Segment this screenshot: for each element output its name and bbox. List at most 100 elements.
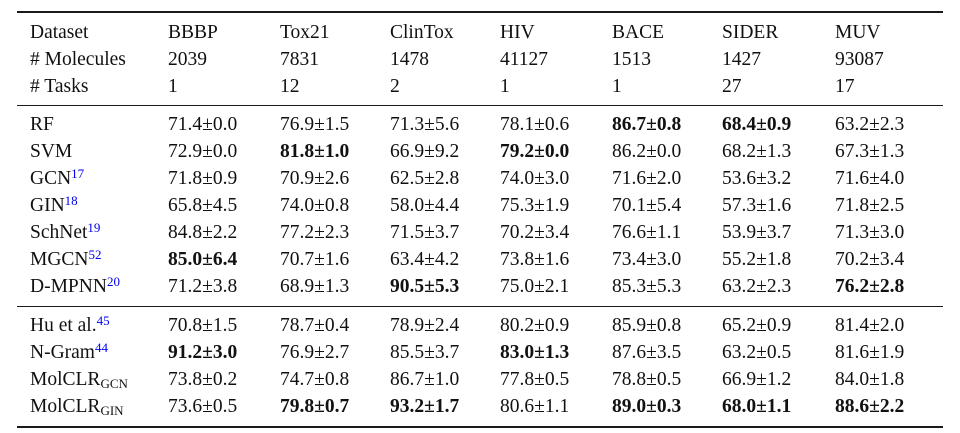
score-cell: 91.2±3.0: [168, 342, 238, 363]
score-cell: 71.4±0.0: [168, 114, 238, 135]
reference-superscript: 19: [87, 220, 101, 236]
score-cell: 71.6±4.0: [835, 168, 905, 189]
score-cell: 65.8±4.5: [168, 195, 238, 216]
score-cell: 78.1±0.6: [500, 114, 570, 135]
reference-superscript: 44: [94, 340, 108, 356]
score-cell: 80.2±0.9: [500, 315, 570, 336]
score-cell: 80.6±1.1: [500, 396, 570, 417]
score-cell: 71.2±3.8: [168, 276, 238, 297]
reference-superscript: 20: [106, 274, 120, 290]
score-cell: 86.7±0.8: [612, 114, 682, 135]
score-cell: 55.2±1.8: [722, 249, 792, 270]
score-cell: 63.4±4.2: [390, 249, 460, 270]
score-cell: 86.7±1.0: [390, 369, 460, 390]
score-cell: 70.1±5.4: [612, 195, 682, 216]
dataset-name: SIDER: [722, 22, 779, 43]
score-cell: 78.9±2.4: [390, 315, 460, 336]
score-cell: 68.0±1.1: [722, 396, 792, 417]
table-row: SVM 72.9±0.0 81.8±1.0 66.9±9.2 79.2±0.0 86.2±…: [17, 138, 943, 165]
score-cell: 78.7±0.4: [280, 315, 350, 336]
dataset-name: Tox21: [280, 22, 330, 43]
task-count: 1: [168, 76, 178, 97]
molecule-count: 93087: [835, 49, 884, 70]
score-cell: 70.2±3.4: [835, 249, 905, 270]
score-cell: 93.2±1.7: [390, 396, 460, 417]
score-cell: 66.9±9.2: [390, 141, 460, 162]
molecule-count: 41127: [500, 49, 549, 70]
score-cell: 83.0±1.3: [500, 342, 570, 363]
variant-subscript: GCN: [100, 376, 128, 392]
score-cell: 89.0±0.3: [612, 396, 682, 417]
task-count: 1: [612, 76, 622, 97]
reference-superscript: 17: [71, 166, 85, 182]
task-count: 12: [280, 76, 300, 97]
score-cell: 65.2±0.9: [722, 315, 792, 336]
score-cell: 53.6±3.2: [722, 168, 792, 189]
score-cell: 79.8±0.7: [280, 396, 350, 417]
score-cell: 81.4±2.0: [835, 315, 905, 336]
score-cell: 86.2±0.0: [612, 141, 682, 162]
score-cell: 90.5±5.3: [390, 276, 460, 297]
score-cell: 68.9±1.3: [280, 276, 350, 297]
score-cell: 68.2±1.3: [722, 141, 792, 162]
model-name: D-MPNN20: [30, 274, 120, 297]
score-cell: 53.9±3.7: [722, 222, 792, 243]
table-row: MGCN52 85.0±6.4 70.7±1.6 63.4±4.2 73.8±1.6 73…: [17, 246, 943, 273]
score-cell: 67.3±1.3: [835, 141, 905, 162]
task-count: 17: [835, 76, 855, 97]
table-row: MolCLRGIN 73.6±0.5 79.8±0.7 93.2±1.7 80.6±1.…: [17, 393, 943, 427]
score-cell: 73.4±3.0: [612, 249, 682, 270]
model-name: MolCLRGIN: [30, 396, 124, 419]
score-cell: 81.6±1.9: [835, 342, 905, 363]
reference-superscript: 18: [64, 193, 78, 209]
score-cell: 74.0±3.0: [500, 168, 570, 189]
score-cell: 71.8±0.9: [168, 168, 238, 189]
table-row: RF 71.4±0.0 76.9±1.5 71.3±5.6 78.1±0.6 86.7±0…: [17, 106, 943, 139]
dataset-name: BACE: [612, 22, 665, 43]
score-cell: 85.9±0.8: [612, 315, 682, 336]
score-cell: 63.2±2.3: [722, 276, 792, 297]
score-cell: 72.9±0.0: [168, 141, 238, 162]
molecule-count: 7831: [280, 49, 319, 70]
table-row: Hu et al.45 70.8±1.5 78.7±0.4 78.9±2.4 80.2±…: [17, 307, 943, 340]
score-cell: 70.9±2.6: [280, 168, 350, 189]
task-count: 1: [500, 76, 510, 97]
score-cell: 62.5±2.8: [390, 168, 460, 189]
score-cell: 70.2±3.4: [500, 222, 570, 243]
molecules-label: # Molecules: [30, 49, 126, 70]
score-cell: 88.6±2.2: [835, 396, 905, 417]
molecule-count: 1427: [722, 49, 761, 70]
score-cell: 85.0±6.4: [168, 249, 238, 270]
score-cell: 70.8±1.5: [168, 315, 238, 336]
table-header: Dataset BBBP Tox21 ClinTox HIV BACE SIDER MUV …: [17, 12, 943, 106]
self-supervised-models-group: Hu et al.45 70.8±1.5 78.7±0.4 78.9±2.4 80.2±…: [17, 306, 943, 428]
model-name: N-Gram44: [30, 340, 108, 363]
score-cell: 68.4±0.9: [722, 114, 792, 135]
score-cell: 70.7±1.6: [280, 249, 350, 270]
score-cell: 73.6±0.5: [168, 396, 238, 417]
tasks-label: # Tasks: [30, 76, 89, 97]
reference-superscript: 52: [88, 247, 102, 263]
model-name: GIN18: [30, 193, 78, 216]
header-row-datasets: Dataset BBBP Tox21 ClinTox HIV BACE SIDER MUV: [17, 12, 943, 46]
score-cell: 74.7±0.8: [280, 369, 350, 390]
model-name: MolCLRGCN: [30, 369, 128, 392]
model-name: RF: [30, 114, 54, 135]
molecule-count: 1513: [612, 49, 651, 70]
task-count: 27: [722, 76, 742, 97]
table-row: D-MPNN20 71.2±3.8 68.9±1.3 90.5±5.3 75.0±2.1…: [17, 273, 943, 307]
task-count: 2: [390, 76, 400, 97]
score-cell: 63.2±0.5: [722, 342, 792, 363]
table-row: MolCLRGCN 73.8±0.2 74.7±0.8 86.7±1.0 77.8±0.…: [17, 366, 943, 393]
score-cell: 75.0±2.1: [500, 276, 570, 297]
model-name: Hu et al.45: [30, 313, 110, 336]
dataset-name: HIV: [500, 22, 535, 43]
header-row-molecules: # Molecules 2039 7831 1478 41127 1513 1427 930…: [17, 46, 943, 73]
score-cell: 71.8±2.5: [835, 195, 905, 216]
score-cell: 84.8±2.2: [168, 222, 238, 243]
dataset-name: MUV: [835, 22, 881, 43]
baseline-models-group: RF 71.4±0.0 76.9±1.5 71.3±5.6 78.1±0.6 86.7±0…: [17, 106, 943, 307]
dataset-name: ClinTox: [390, 22, 454, 43]
variant-subscript: GIN: [100, 403, 124, 419]
